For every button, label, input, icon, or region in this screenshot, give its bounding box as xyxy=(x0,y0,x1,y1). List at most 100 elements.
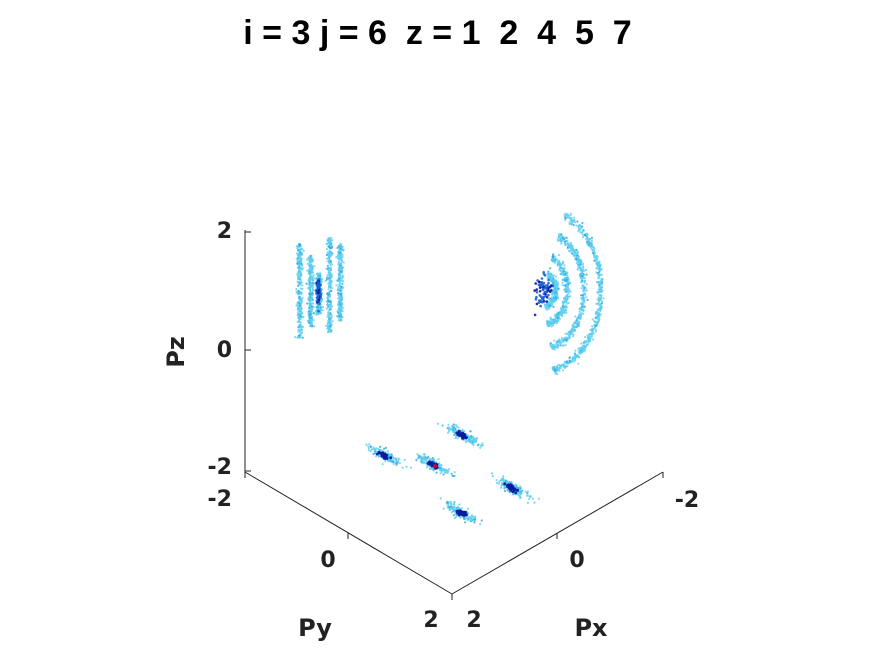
floor-point xyxy=(456,514,459,517)
px-wall-point xyxy=(559,239,562,242)
px-wall-point xyxy=(585,238,588,241)
px-wall-point xyxy=(548,324,551,327)
floor-point xyxy=(529,495,532,498)
floor-point xyxy=(398,462,401,465)
py-wall-peak-point xyxy=(317,298,321,302)
px-wall-point xyxy=(593,326,597,329)
py-wall-point xyxy=(318,307,321,311)
px-wall-point xyxy=(550,300,554,303)
py-wall-point xyxy=(327,314,331,318)
py-wall-point xyxy=(308,305,311,308)
px-wall-point xyxy=(558,317,562,320)
floor-point xyxy=(397,457,400,460)
px-wall-point xyxy=(591,338,595,341)
px-wall-point xyxy=(569,241,573,245)
px-wall-point xyxy=(580,281,584,284)
px-wall-point xyxy=(581,235,585,239)
floor-point xyxy=(447,428,451,431)
px-wall-point xyxy=(556,365,559,368)
px-wall-point xyxy=(560,337,564,340)
z-tick-label: 0 xyxy=(217,338,232,363)
floor-point xyxy=(427,456,430,459)
py-wall-point xyxy=(327,329,330,333)
py-wall-point xyxy=(308,272,311,275)
floor-point xyxy=(508,480,511,484)
px-py-projection xyxy=(365,422,541,526)
py-wall-point xyxy=(339,280,342,283)
floor-point xyxy=(479,446,482,449)
py-wall-point xyxy=(331,320,334,323)
py-wall-point xyxy=(298,302,301,305)
px-wall-point xyxy=(569,217,572,220)
floor-point xyxy=(533,501,536,504)
floor-point xyxy=(495,481,499,485)
py-wall-point xyxy=(342,261,345,264)
py-wall-point xyxy=(312,306,315,309)
px-wall-point xyxy=(568,245,571,248)
px-wall-point xyxy=(573,219,576,222)
px-wall-point xyxy=(550,345,553,348)
floor-point xyxy=(473,521,476,524)
py-wall-point xyxy=(327,300,330,303)
py-wall-point xyxy=(300,293,303,296)
px-wall-point xyxy=(592,245,595,249)
px-wall-point xyxy=(584,348,587,351)
py-wall-point xyxy=(299,287,302,290)
px-wall-point xyxy=(564,332,567,335)
floor-point xyxy=(383,447,386,450)
px-wall-point xyxy=(557,288,560,291)
floor-point xyxy=(367,447,370,450)
floor-point xyxy=(450,472,453,475)
px-wall-point xyxy=(579,263,582,266)
floor-point xyxy=(438,466,441,469)
py-wall-point xyxy=(339,299,342,302)
py-wall-point xyxy=(339,255,342,258)
py-wall-point xyxy=(337,291,340,295)
py-wall-point xyxy=(309,301,312,305)
px-wall-point xyxy=(565,236,568,239)
py-wall-point xyxy=(308,313,311,317)
floor-point xyxy=(446,500,449,504)
px-wall-point xyxy=(582,350,585,353)
px-wall-point xyxy=(556,340,559,343)
floor-point xyxy=(454,423,458,427)
py-wall-peak-point xyxy=(316,295,320,299)
floor-point xyxy=(468,518,471,521)
floor-point xyxy=(497,482,501,485)
px-wall-point xyxy=(552,305,555,308)
px-wall-point xyxy=(558,265,561,268)
px-wall-point xyxy=(597,277,601,280)
py-wall-point xyxy=(309,299,312,302)
py-wall-point xyxy=(338,304,341,307)
px-wall-point xyxy=(570,332,573,336)
px-wall-point xyxy=(598,273,602,276)
floor-point xyxy=(470,516,473,519)
px-wall-point xyxy=(568,290,571,293)
px-wall-point xyxy=(581,279,584,282)
floor-point xyxy=(453,433,456,437)
x-axis-label: Px xyxy=(574,614,608,642)
floor-point xyxy=(447,431,450,434)
py-wall-point xyxy=(336,246,339,249)
py-wall-point xyxy=(298,316,301,319)
px-wall-point xyxy=(599,304,602,307)
px-wall-point xyxy=(583,279,587,282)
floor-point xyxy=(375,447,378,450)
px-wall-point xyxy=(564,344,567,347)
px-wall-peak-point xyxy=(544,292,547,296)
px-wall-point xyxy=(600,285,603,288)
px-wall-point xyxy=(549,342,553,345)
floor-point xyxy=(425,457,428,460)
floor-point xyxy=(450,503,453,506)
px-wall-point xyxy=(564,361,567,364)
floor-point xyxy=(403,458,406,461)
px-wall-point xyxy=(559,240,563,243)
px-wall-peak-point xyxy=(535,302,539,306)
py-wall-point xyxy=(312,312,315,315)
px-wall-point xyxy=(564,304,568,307)
px-wall-point xyxy=(557,254,561,257)
py-wall-point xyxy=(297,330,300,333)
px-wall-point xyxy=(568,222,571,225)
px-wall-point xyxy=(597,267,600,271)
